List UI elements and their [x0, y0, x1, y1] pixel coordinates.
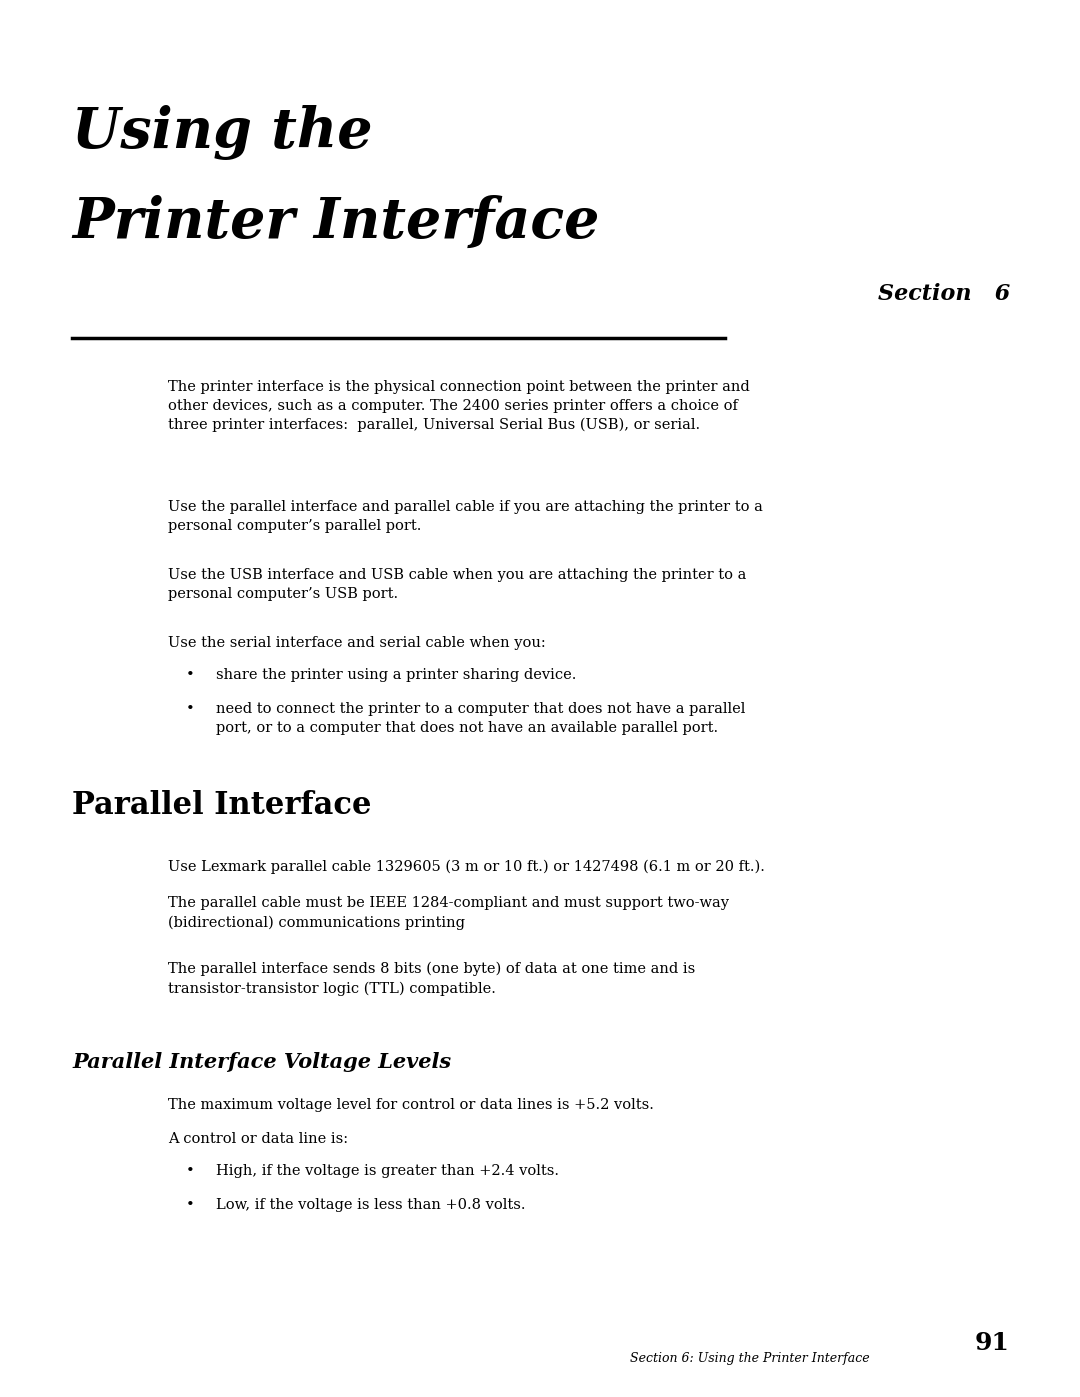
- Text: Parallel Interface: Parallel Interface: [72, 789, 372, 821]
- Text: The maximum voltage level for control or data lines is +5.2 volts.: The maximum voltage level for control or…: [168, 1098, 653, 1112]
- Text: •: •: [186, 703, 194, 717]
- Text: Use the parallel interface and parallel cable if you are attaching the printer t: Use the parallel interface and parallel …: [168, 500, 762, 532]
- Text: •: •: [186, 1164, 194, 1178]
- Text: Printer Interface: Printer Interface: [72, 196, 599, 250]
- Text: Parallel Interface Voltage Levels: Parallel Interface Voltage Levels: [72, 1052, 451, 1071]
- Text: A control or data line is:: A control or data line is:: [168, 1132, 348, 1146]
- Text: Low, if the voltage is less than +0.8 volts.: Low, if the voltage is less than +0.8 vo…: [216, 1199, 526, 1213]
- Text: 91: 91: [975, 1331, 1010, 1355]
- Text: Use the serial interface and serial cable when you:: Use the serial interface and serial cabl…: [168, 636, 545, 650]
- Text: need to connect the printer to a computer that does not have a parallel
port, or: need to connect the printer to a compute…: [216, 703, 745, 735]
- Text: •: •: [186, 1199, 194, 1213]
- Text: Section   6: Section 6: [878, 284, 1010, 305]
- Text: Use Lexmark parallel cable 1329605 (3 m or 10 ft.) or 1427498 (6.1 m or 20 ft.).: Use Lexmark parallel cable 1329605 (3 m …: [168, 861, 765, 875]
- Text: Use the USB interface and USB cable when you are attaching the printer to a
pers: Use the USB interface and USB cable when…: [168, 569, 746, 601]
- Text: High, if the voltage is greater than +2.4 volts.: High, if the voltage is greater than +2.…: [216, 1164, 559, 1178]
- Text: Section 6: Using the Printer Interface: Section 6: Using the Printer Interface: [631, 1352, 870, 1365]
- Text: The parallel cable must be IEEE 1284-compliant and must support two-way
(bidirec: The parallel cable must be IEEE 1284-com…: [168, 895, 729, 929]
- Text: The parallel interface sends 8 bits (one byte) of data at one time and is
transi: The parallel interface sends 8 bits (one…: [168, 963, 696, 996]
- Text: share the printer using a printer sharing device.: share the printer using a printer sharin…: [216, 668, 577, 682]
- Text: The printer interface is the physical connection point between the printer and
o: The printer interface is the physical co…: [168, 380, 750, 433]
- Text: •: •: [186, 668, 194, 682]
- Text: Using the: Using the: [72, 105, 373, 161]
